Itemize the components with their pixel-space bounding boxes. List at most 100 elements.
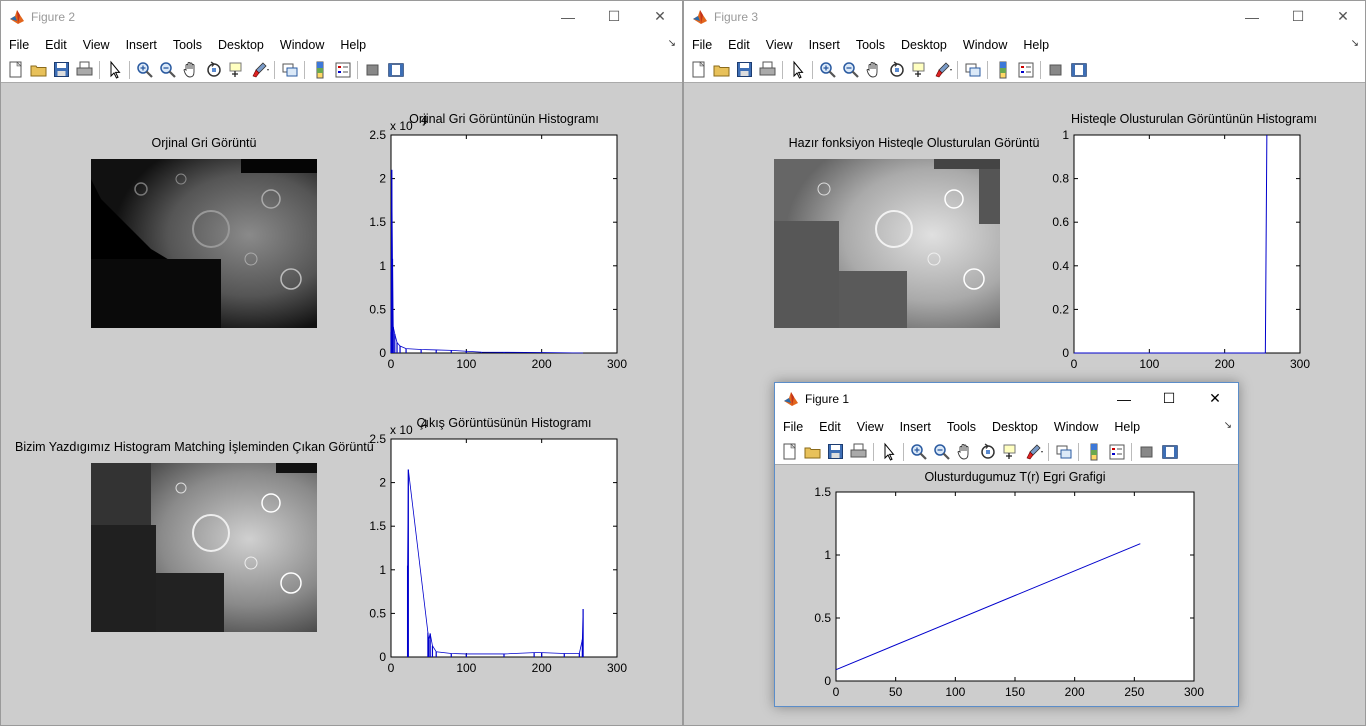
figure-3-titlebar[interactable]: Figure 3 — ☐ ✕: [684, 1, 1365, 32]
menu-window[interactable]: Window: [279, 37, 325, 52]
pointer-button[interactable]: [105, 60, 125, 80]
show-plot-tools-button[interactable]: [1160, 442, 1180, 462]
print-button[interactable]: [75, 60, 95, 80]
show-plot-tools-button[interactable]: [386, 60, 406, 80]
figure-1-titlebar[interactable]: Figure 1 — ☐ ✕: [775, 383, 1238, 414]
data-cursor-button[interactable]: [1001, 442, 1021, 462]
colorbar-button[interactable]: [1084, 442, 1104, 462]
menu-view[interactable]: View: [856, 419, 884, 434]
hide-plot-tools-button[interactable]: [363, 60, 383, 80]
legend-button[interactable]: [1107, 442, 1127, 462]
figure-2-window[interactable]: Figure 2 — ☐ ✕ File Edit View Insert Too…: [0, 0, 683, 726]
open-file-button[interactable]: [29, 60, 49, 80]
hide-plot-tools-button[interactable]: [1137, 442, 1157, 462]
close-button[interactable]: ✕: [1209, 390, 1221, 406]
menu-tools[interactable]: Tools: [946, 419, 977, 434]
zoom-in-button[interactable]: [818, 60, 838, 80]
close-button[interactable]: ✕: [654, 8, 666, 24]
menu-insert[interactable]: Insert: [125, 37, 157, 52]
maximize-button[interactable]: ☐: [607, 8, 621, 24]
menu-tools[interactable]: Tools: [172, 37, 203, 52]
pan-button[interactable]: [864, 60, 884, 80]
brush-button[interactable]: [933, 60, 953, 80]
y-tick-label: 0.5: [369, 302, 386, 316]
legend-button[interactable]: [333, 60, 353, 80]
figure-1-window[interactable]: Figure 1 — ☐ ✕ File Edit View Insert Too…: [774, 382, 1239, 707]
x-tick-label: 300: [607, 357, 627, 371]
maximize-button[interactable]: ☐: [1291, 8, 1305, 24]
save-button[interactable]: [52, 60, 72, 80]
menu-help[interactable]: Help: [1114, 419, 1141, 434]
zoom-out-button[interactable]: [158, 60, 178, 80]
figure-1-toolbar: [775, 439, 1238, 465]
new-figure-button[interactable]: [780, 442, 800, 462]
pan-button[interactable]: [181, 60, 201, 80]
zoom-out-button[interactable]: [841, 60, 861, 80]
print-button[interactable]: [849, 442, 869, 462]
menu-insert[interactable]: Insert: [899, 419, 931, 434]
data-cursor-button[interactable]: [910, 60, 930, 80]
rotate-3d-button[interactable]: [887, 60, 907, 80]
menu-desktop[interactable]: Desktop: [992, 419, 1038, 434]
open-file-button[interactable]: [803, 442, 823, 462]
series-line: [1074, 134, 1268, 354]
y-tick-label: 0.2: [1052, 302, 1069, 316]
dock-arrow-icon[interactable]: ↘: [1223, 420, 1232, 431]
new-figure-button[interactable]: [6, 60, 26, 80]
minimize-button[interactable]: —: [1117, 390, 1131, 407]
minimize-button[interactable]: —: [561, 8, 575, 25]
link-plot-button[interactable]: [1054, 442, 1074, 462]
menu-edit[interactable]: Edit: [819, 419, 841, 434]
new-figure-button[interactable]: [689, 60, 709, 80]
menu-view[interactable]: View: [765, 37, 793, 52]
colorbar-button[interactable]: [310, 60, 330, 80]
menu-tools[interactable]: Tools: [855, 37, 886, 52]
original-gray-image: [91, 159, 317, 328]
menu-file[interactable]: File: [9, 37, 30, 52]
figure-3-window[interactable]: Figure 3 — ☐ ✕ File Edit View Insert Too…: [683, 0, 1366, 726]
colorbar-button[interactable]: [993, 60, 1013, 80]
open-file-button[interactable]: [712, 60, 732, 80]
menu-desktop[interactable]: Desktop: [218, 37, 264, 52]
save-button[interactable]: [826, 442, 846, 462]
menu-window[interactable]: Window: [1053, 419, 1099, 434]
brush-button[interactable]: [250, 60, 270, 80]
link-plot-button[interactable]: [963, 60, 983, 80]
link-plot-button[interactable]: [280, 60, 300, 80]
hide-plot-tools-button[interactable]: [1046, 60, 1066, 80]
menu-window[interactable]: Window: [962, 37, 1008, 52]
rotate-3d-button[interactable]: [204, 60, 224, 80]
menu-edit[interactable]: Edit: [45, 37, 67, 52]
menu-file[interactable]: File: [783, 419, 804, 434]
menu-edit[interactable]: Edit: [728, 37, 750, 52]
minimize-button[interactable]: —: [1245, 8, 1259, 25]
dock-arrow-icon[interactable]: ↘: [1350, 38, 1359, 49]
menu-file[interactable]: File: [692, 37, 713, 52]
menu-help[interactable]: Help: [340, 37, 367, 52]
y-tick-label: 1: [1062, 128, 1069, 142]
show-plot-tools-button[interactable]: [1069, 60, 1089, 80]
print-button[interactable]: [758, 60, 778, 80]
zoom-out-button[interactable]: [932, 442, 952, 462]
pointer-button[interactable]: [879, 442, 899, 462]
maximize-button[interactable]: ☐: [1162, 390, 1176, 406]
data-cursor-icon: [912, 62, 924, 77]
menu-view[interactable]: View: [82, 37, 110, 52]
dock-arrow-icon[interactable]: ↘: [667, 38, 676, 49]
data-cursor-button[interactable]: [227, 60, 247, 80]
figure-2-titlebar[interactable]: Figure 2 — ☐ ✕: [1, 1, 682, 32]
menu-insert[interactable]: Insert: [808, 37, 840, 52]
pointer-button[interactable]: [788, 60, 808, 80]
menu-help[interactable]: Help: [1023, 37, 1050, 52]
x-tick-label: 200: [532, 661, 552, 675]
original-histogram-axes: 0 100 200 300 0 0.5 1 1.5 2 2.5 x 10 4: [369, 113, 627, 371]
save-button[interactable]: [735, 60, 755, 80]
menu-desktop[interactable]: Desktop: [901, 37, 947, 52]
rotate-3d-button[interactable]: [978, 442, 998, 462]
close-button[interactable]: ✕: [1337, 8, 1349, 24]
zoom-in-button[interactable]: [135, 60, 155, 80]
legend-button[interactable]: [1016, 60, 1036, 80]
pan-button[interactable]: [955, 442, 975, 462]
zoom-in-button[interactable]: [909, 442, 929, 462]
brush-button[interactable]: [1024, 442, 1044, 462]
